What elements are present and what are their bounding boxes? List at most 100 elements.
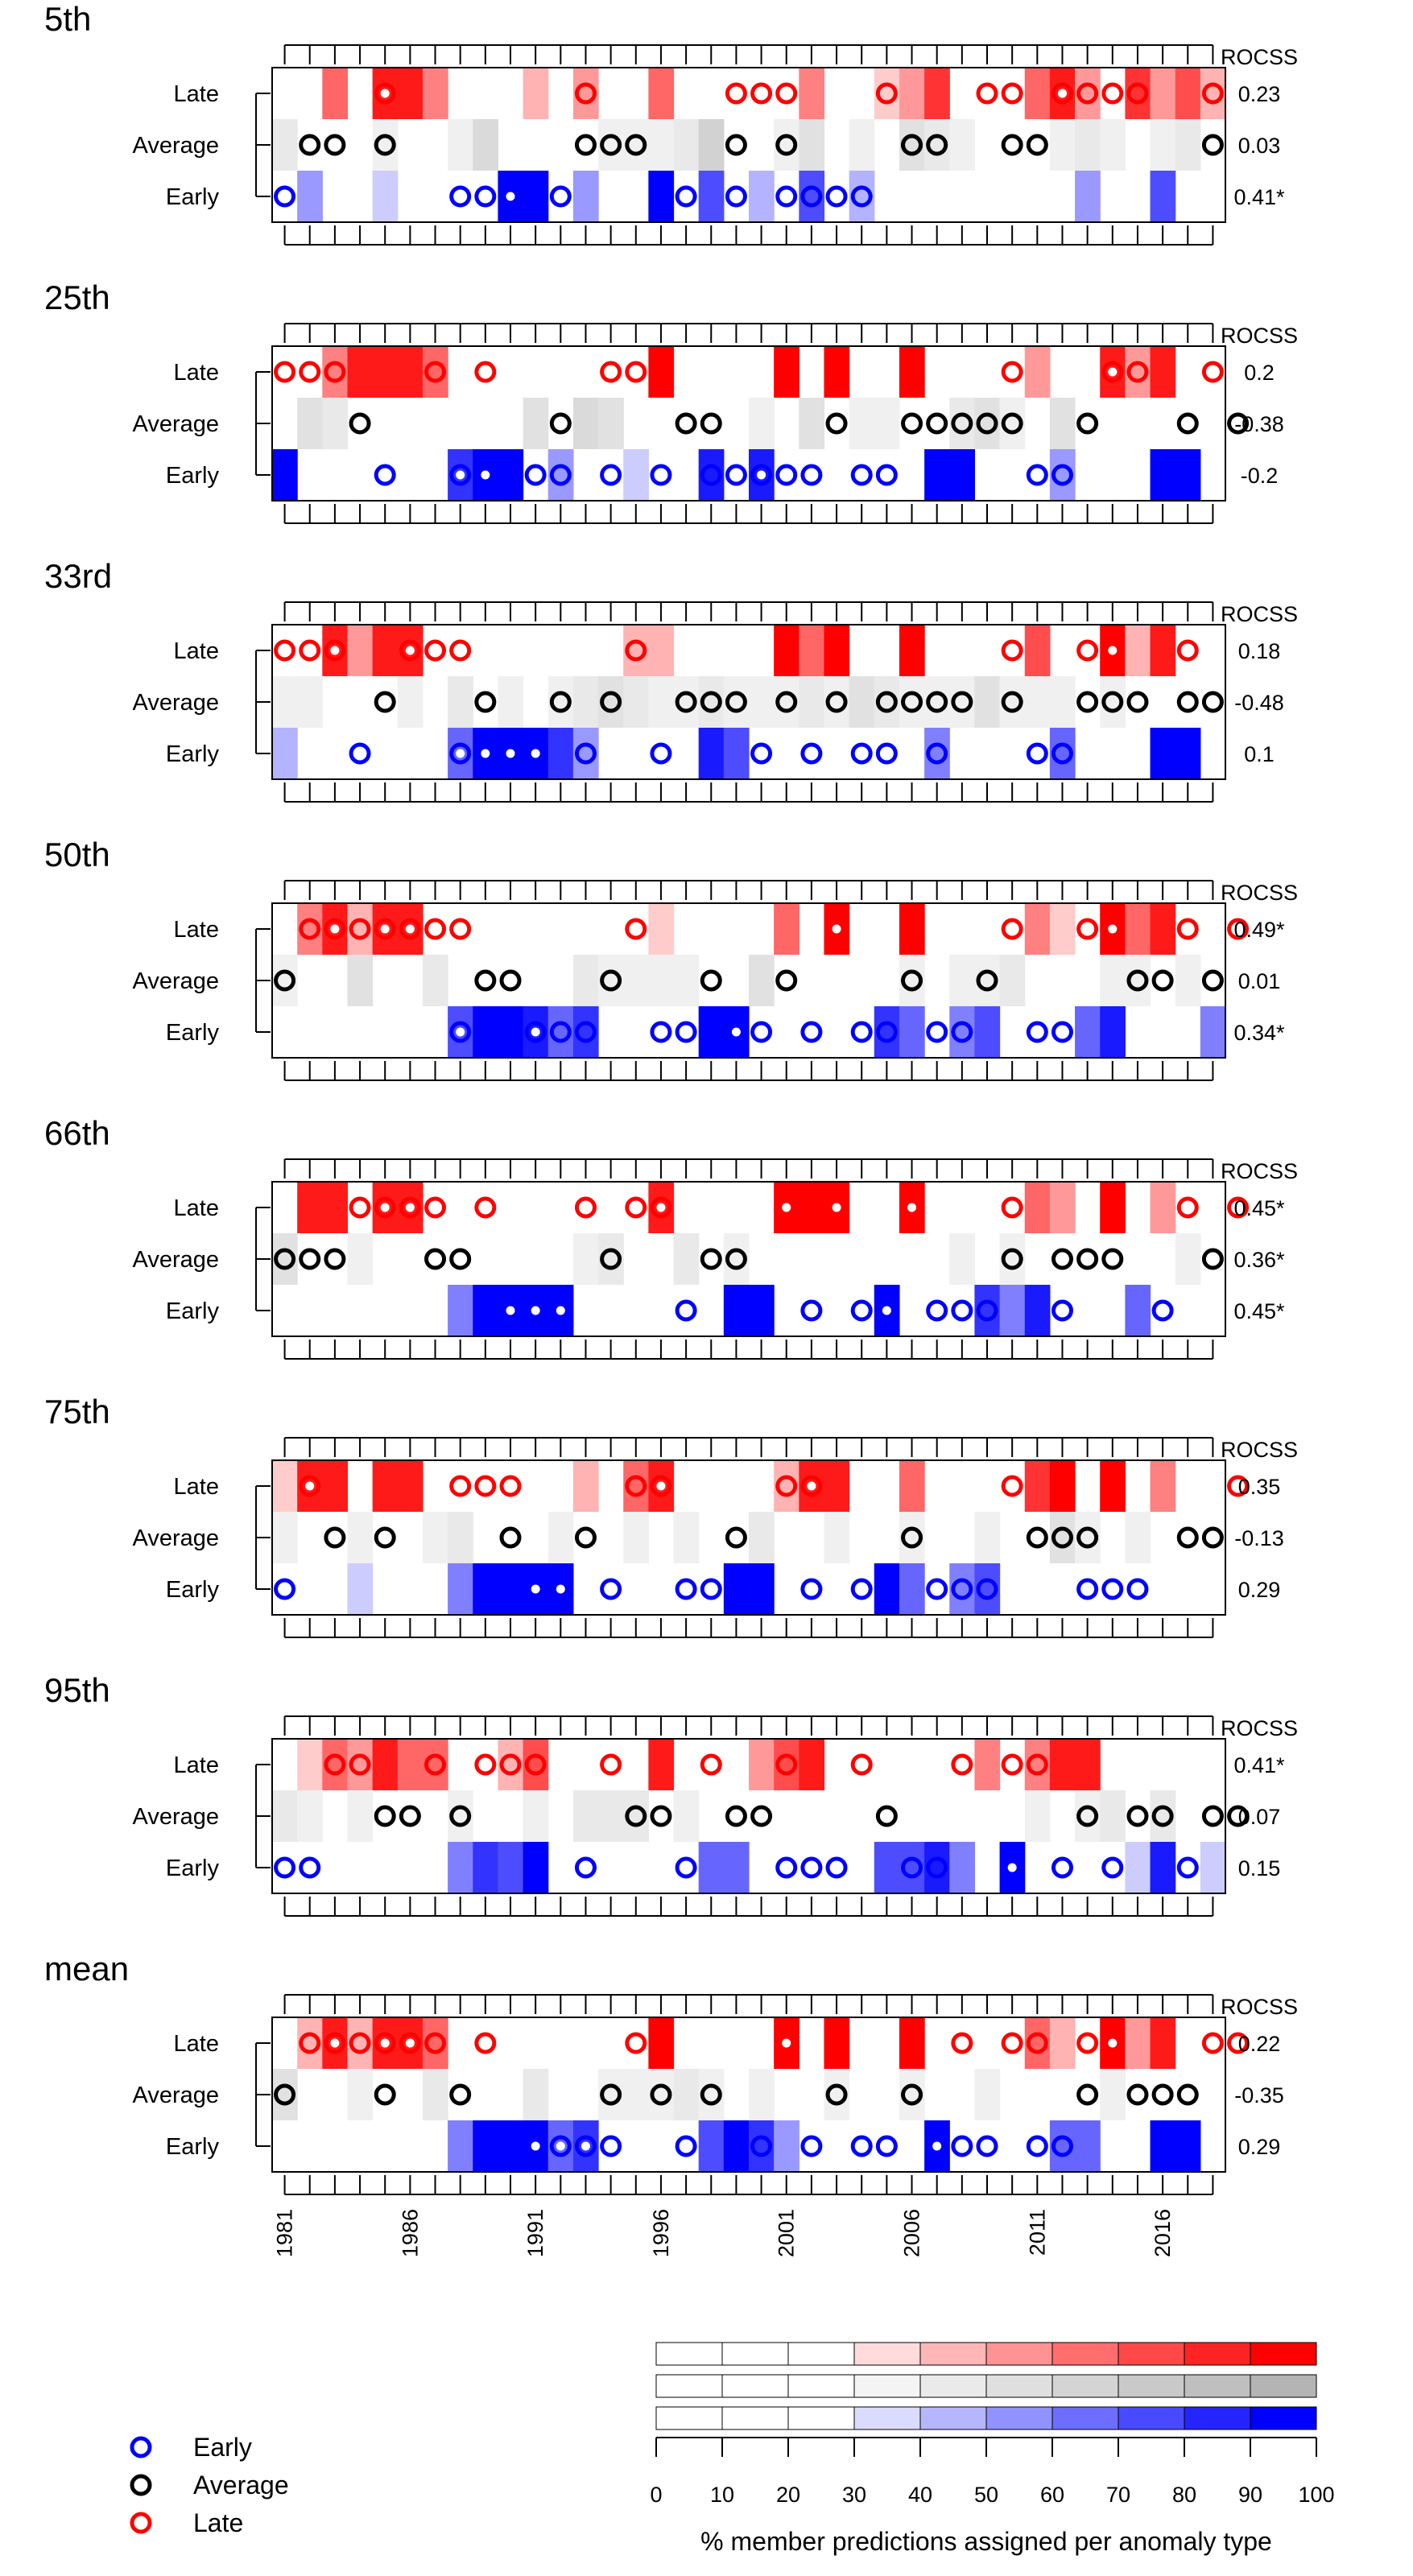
cell-late xyxy=(523,68,549,119)
observed-marker-early xyxy=(1051,464,1073,486)
colorbar-segment-early xyxy=(985,2406,1053,2430)
cell-early xyxy=(999,1285,1026,1336)
cell-early xyxy=(899,1563,925,1615)
colorbar-tick-label: 40 xyxy=(908,2483,932,2507)
observed-marker-average xyxy=(1026,1526,1048,1549)
x-tick-label: 2011 xyxy=(1025,2209,1049,2256)
agreement-dot xyxy=(731,470,741,480)
category-label-late: Late xyxy=(174,917,219,943)
cell-early xyxy=(372,171,399,222)
panel-6: 95th Late Average Early ROCSS 0.41* 0.07 0.15 xyxy=(44,1671,1298,1917)
cell-late xyxy=(974,1739,1001,1790)
panel-frame xyxy=(271,1181,1226,1337)
cell-late xyxy=(774,346,799,398)
observed-marker-early xyxy=(725,2135,747,2157)
agreement-dot xyxy=(832,1203,841,1212)
observed-marker-early xyxy=(800,185,823,208)
score-header: ROCSS xyxy=(1221,1995,1298,2019)
cell-avg xyxy=(422,955,448,1006)
observed-marker-average xyxy=(474,969,497,992)
observed-marker-average xyxy=(1076,691,1099,713)
colorbar-segment-early xyxy=(1184,2406,1251,2430)
cell-late xyxy=(1024,346,1051,398)
cell-early xyxy=(1175,2120,1201,2172)
observed-marker-early xyxy=(926,1856,948,1879)
observed-marker-late xyxy=(1001,918,1023,940)
cell-avg xyxy=(1024,1790,1051,1842)
cell-avg xyxy=(1100,119,1126,171)
cell-avg xyxy=(1049,119,1076,171)
observed-marker-average xyxy=(324,1526,346,1549)
observed-marker-late xyxy=(1201,82,1224,105)
observed-marker-early xyxy=(474,742,497,765)
cell-avg xyxy=(572,1790,599,1842)
observed-marker-late xyxy=(524,1753,547,1776)
cell-early xyxy=(498,1842,524,1893)
observed-marker-early xyxy=(850,2135,873,2157)
observed-marker-average xyxy=(499,1526,522,1549)
category-label-late: Late xyxy=(174,2031,219,2057)
observed-marker-late xyxy=(474,361,497,383)
cell-late xyxy=(397,346,423,398)
panel-frame xyxy=(271,345,1226,502)
colorbar-segment-average xyxy=(1250,2374,1317,2398)
observed-marker-late xyxy=(775,2032,798,2054)
observed-marker-late xyxy=(1227,918,1250,940)
observed-marker-early xyxy=(1051,1299,1073,1322)
score-value: 0.03 xyxy=(1238,134,1281,158)
legend-marker-average xyxy=(130,2474,152,2496)
agreement-dot xyxy=(656,1481,666,1491)
observed-marker-late xyxy=(399,918,421,940)
observed-marker-early xyxy=(675,1578,697,1600)
panel-title: mean xyxy=(44,1950,129,1988)
cell-avg xyxy=(1175,119,1201,171)
cell-early xyxy=(498,449,524,501)
observed-marker-early xyxy=(549,185,572,208)
observed-marker-average xyxy=(274,2083,296,2106)
observed-marker-late xyxy=(474,1196,497,1219)
observed-marker-early xyxy=(549,1021,572,1043)
cell-avg xyxy=(1049,398,1076,449)
observed-marker-average xyxy=(374,1526,396,1549)
observed-marker-late xyxy=(424,2032,447,2054)
observed-marker-late xyxy=(574,82,597,105)
cell-early xyxy=(272,449,298,501)
cell-avg xyxy=(272,1790,298,1842)
observed-marker-early xyxy=(1051,2135,1073,2157)
observed-marker-early xyxy=(1026,742,1048,765)
agreement-dot xyxy=(405,924,415,934)
observed-marker-early xyxy=(976,1578,998,1600)
observed-marker-average xyxy=(1201,134,1224,156)
cell-late xyxy=(648,1739,675,1790)
observed-marker-early xyxy=(675,185,697,208)
cell-avg xyxy=(874,398,900,449)
observed-marker-early xyxy=(499,185,522,208)
cell-avg xyxy=(572,676,599,728)
observed-marker-late xyxy=(825,1196,848,1219)
cell-avg xyxy=(572,1233,599,1285)
observed-marker-early xyxy=(750,2135,773,2157)
observed-marker-early xyxy=(675,1021,697,1043)
cell-early xyxy=(698,2120,725,2172)
score-header: ROCSS xyxy=(1221,1438,1298,1462)
cell-late xyxy=(824,1460,850,1512)
observed-marker-early xyxy=(800,464,823,486)
cell-avg xyxy=(648,119,675,171)
cell-avg xyxy=(448,119,473,171)
observed-marker-late xyxy=(1201,2032,1224,2054)
observed-marker-average xyxy=(449,2083,472,2106)
observed-marker-average xyxy=(901,969,923,992)
agreement-dot xyxy=(656,1203,666,1212)
category-label-early: Early xyxy=(166,1577,220,1603)
observed-marker-early xyxy=(600,1578,622,1600)
observed-marker-average xyxy=(1201,1805,1224,1827)
cell-avg xyxy=(949,119,976,171)
observed-marker-late xyxy=(700,1753,722,1776)
agreement-dot xyxy=(1183,1863,1192,1872)
observed-marker-late xyxy=(951,1753,973,1776)
observed-marker-average xyxy=(1076,2083,1099,2106)
observed-marker-early xyxy=(549,1299,572,1322)
observed-marker-average xyxy=(700,1248,722,1270)
observed-marker-average xyxy=(1051,1248,1073,1270)
agreement-dot xyxy=(932,2141,942,2151)
